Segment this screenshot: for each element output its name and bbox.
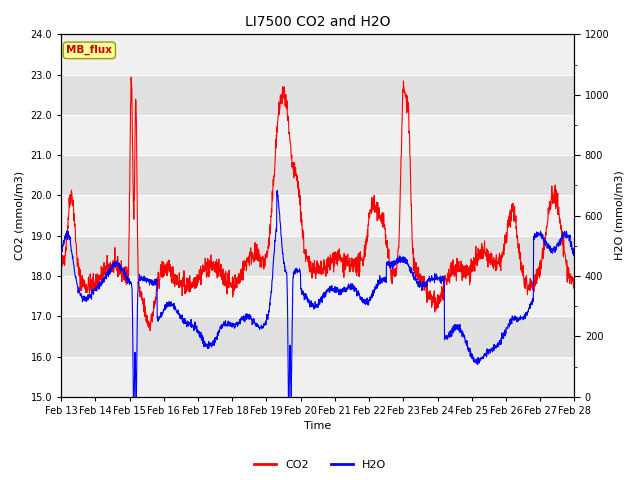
Y-axis label: CO2 (mmol/m3): CO2 (mmol/m3) <box>15 171 25 260</box>
Y-axis label: H2O (mmol/m3): H2O (mmol/m3) <box>615 171 625 261</box>
X-axis label: Time: Time <box>304 421 332 432</box>
Bar <box>61 357 575 397</box>
Bar <box>61 316 575 357</box>
Text: MB_flux: MB_flux <box>67 45 113 56</box>
Bar <box>61 195 575 236</box>
Bar <box>61 74 575 115</box>
Bar <box>61 35 575 74</box>
Bar <box>61 155 575 195</box>
Legend: CO2, H2O: CO2, H2O <box>250 456 390 474</box>
Bar <box>61 276 575 316</box>
Title: LI7500 CO2 and H2O: LI7500 CO2 and H2O <box>245 15 390 29</box>
Bar <box>61 236 575 276</box>
Bar <box>61 115 575 155</box>
